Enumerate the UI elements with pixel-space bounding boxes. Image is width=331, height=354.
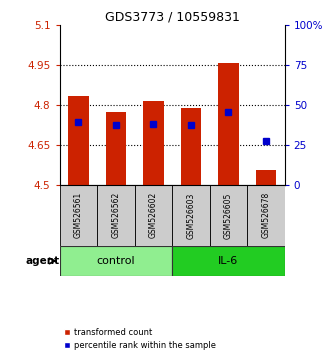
Bar	[68, 96, 89, 185]
Bar	[172, 246, 285, 276]
Text: control: control	[97, 256, 135, 266]
Bar	[97, 185, 135, 246]
Text: IL-6: IL-6	[218, 256, 239, 266]
Bar	[60, 246, 172, 276]
Legend: transformed count, percentile rank within the sample: transformed count, percentile rank withi…	[64, 328, 216, 350]
Text: GSM526602: GSM526602	[149, 192, 158, 239]
Bar	[143, 101, 164, 185]
Text: GSM526561: GSM526561	[74, 192, 83, 239]
Text: GSM526603: GSM526603	[186, 192, 195, 239]
Bar	[218, 63, 239, 185]
Text: GSM526678: GSM526678	[261, 192, 270, 239]
Bar	[172, 185, 210, 246]
Bar	[210, 185, 247, 246]
Bar	[135, 185, 172, 246]
Bar	[247, 185, 285, 246]
Bar	[256, 170, 276, 185]
Text: GSM526605: GSM526605	[224, 192, 233, 239]
Bar	[60, 185, 97, 246]
Text: agent: agent	[25, 256, 60, 266]
Bar	[106, 112, 126, 185]
Text: GSM526562: GSM526562	[111, 192, 120, 239]
Bar	[181, 108, 201, 185]
Title: GDS3773 / 10559831: GDS3773 / 10559831	[105, 11, 240, 24]
